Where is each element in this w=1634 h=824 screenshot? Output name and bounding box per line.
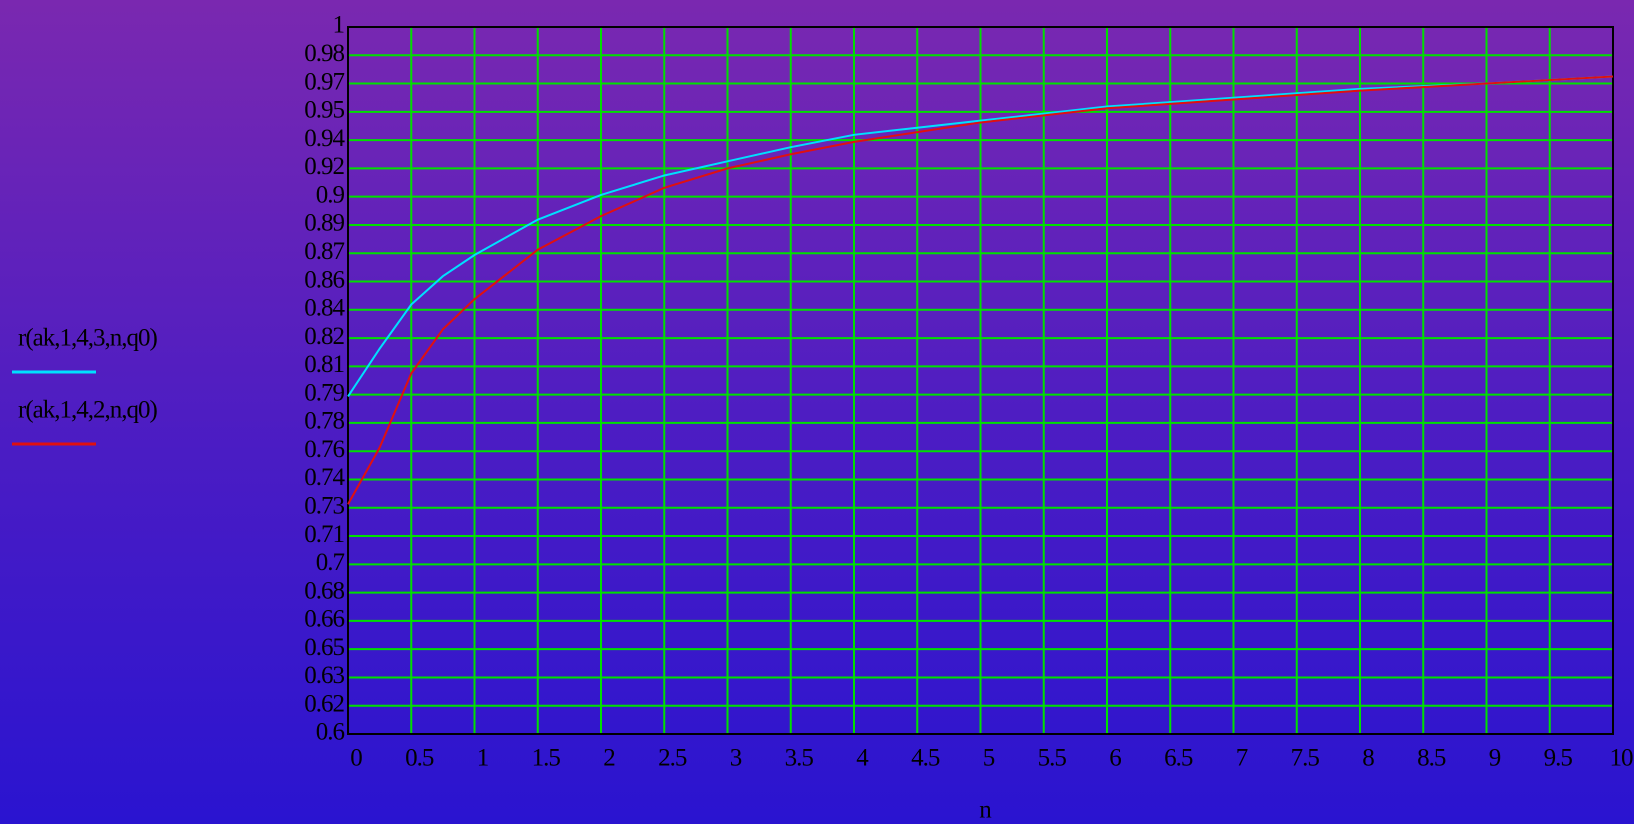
x-tick-label: 2.5 bbox=[658, 745, 687, 772]
y-tick-label: 0.62 bbox=[304, 690, 344, 717]
legend-label: r(ak,1,4,3,n,q0) bbox=[18, 325, 157, 352]
x-tick-label: 7 bbox=[1236, 745, 1248, 772]
x-tick-label: 2 bbox=[603, 745, 615, 772]
x-axis-label: n bbox=[979, 797, 992, 824]
x-tick-label: 3 bbox=[730, 745, 742, 772]
y-tick-label: 0.6 bbox=[316, 719, 345, 746]
x-tick-label: 9 bbox=[1489, 745, 1501, 772]
y-tick-label: 0.66 bbox=[304, 606, 344, 633]
y-tick-label: 0.89 bbox=[304, 210, 344, 237]
x-tick-label: 8 bbox=[1362, 745, 1374, 772]
x-tick-label: 0.5 bbox=[405, 745, 434, 772]
y-tick-label: 0.76 bbox=[304, 436, 344, 463]
x-tick-label: 10 bbox=[1610, 745, 1634, 772]
y-tick-label: 0.98 bbox=[304, 40, 344, 67]
y-tick-label: 0.87 bbox=[304, 238, 344, 265]
x-tick-label: 4.5 bbox=[911, 745, 940, 772]
x-tick-label: 6 bbox=[1109, 745, 1121, 772]
x-tick-label: 9.5 bbox=[1544, 745, 1573, 772]
series-line bbox=[347, 75, 1614, 397]
x-tick-label: 0 bbox=[350, 745, 362, 772]
x-tick-label: 5 bbox=[983, 745, 995, 772]
y-tick-label: 0.95 bbox=[304, 97, 344, 124]
y-tick-label: 0.68 bbox=[304, 577, 344, 604]
y-tick-label: 0.73 bbox=[304, 492, 344, 519]
x-tick-label: 1 bbox=[477, 745, 489, 772]
plot-frame bbox=[347, 26, 1614, 735]
y-tick-label: 1 bbox=[333, 12, 345, 39]
x-tick-label: 5.5 bbox=[1038, 745, 1067, 772]
y-tick-label: 0.81 bbox=[304, 351, 344, 378]
y-tick-label: 0.94 bbox=[304, 125, 345, 152]
series-line bbox=[347, 75, 1614, 505]
x-tick-label: 1.5 bbox=[532, 745, 561, 772]
x-tick-label: 8.5 bbox=[1417, 745, 1446, 772]
legend-label: r(ak,1,4,2,n,q0) bbox=[18, 397, 157, 424]
y-tick-label: 0.97 bbox=[304, 68, 344, 95]
x-tick-label: 3.5 bbox=[785, 745, 814, 772]
x-tick-label: 4 bbox=[856, 745, 869, 772]
y-tick-label: 0.65 bbox=[304, 634, 344, 661]
x-tick-label: 7.5 bbox=[1291, 745, 1320, 772]
y-tick-label: 0.7 bbox=[316, 549, 345, 576]
y-tick-label: 0.74 bbox=[304, 464, 345, 491]
y-tick-label: 0.92 bbox=[304, 153, 344, 180]
y-tick-label: 0.84 bbox=[304, 295, 345, 322]
x-tick-label: 6.5 bbox=[1164, 745, 1193, 772]
y-tick-label: 0.71 bbox=[304, 521, 344, 548]
y-tick-label: 0.63 bbox=[304, 662, 344, 689]
y-tick-label: 0.9 bbox=[316, 181, 345, 208]
y-tick-label: 0.78 bbox=[304, 408, 344, 435]
y-tick-label: 0.82 bbox=[304, 323, 344, 350]
y-tick-label: 0.86 bbox=[304, 266, 344, 293]
y-tick-label: 0.79 bbox=[304, 379, 344, 406]
